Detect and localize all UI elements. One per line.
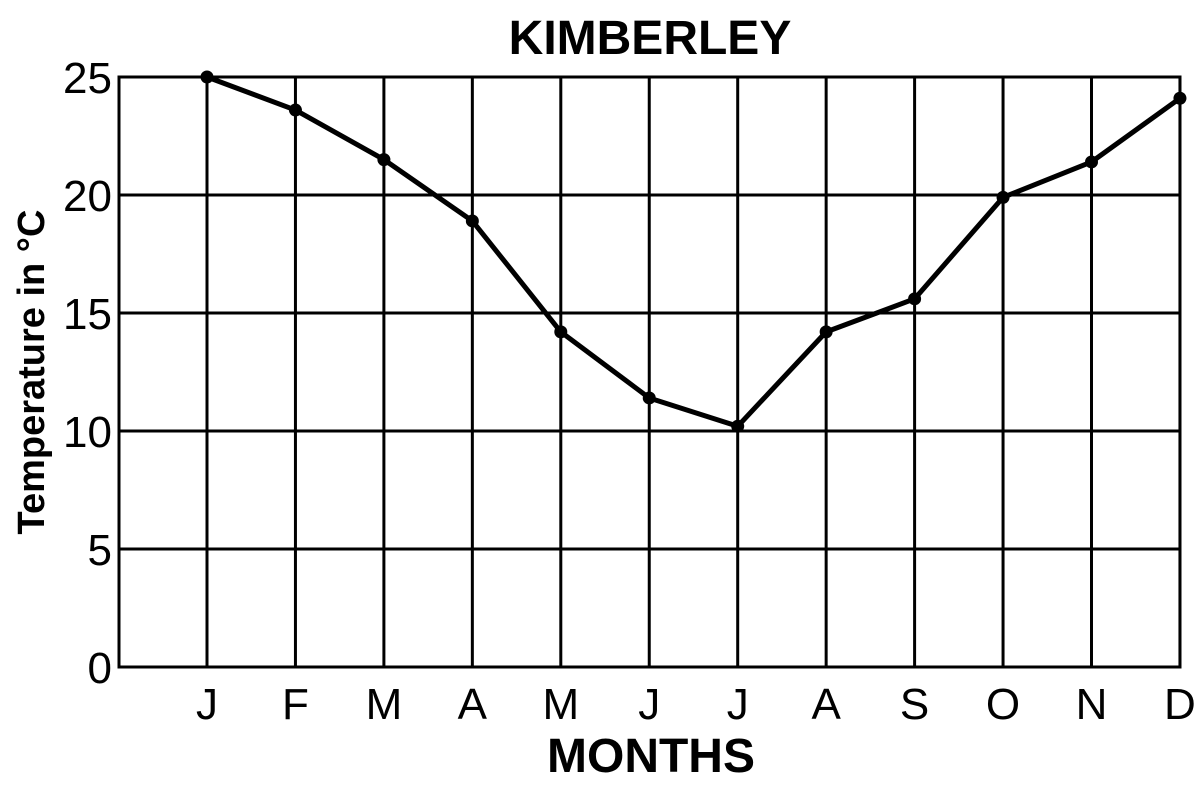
x-tick-label: M xyxy=(366,680,403,729)
x-tick-label: F xyxy=(282,680,309,729)
data-point xyxy=(554,325,568,339)
x-tick-label: J xyxy=(638,680,660,729)
x-tick-label: J xyxy=(196,680,218,729)
data-points xyxy=(200,70,1187,433)
x-tick-label: A xyxy=(458,680,488,729)
data-point xyxy=(642,391,656,405)
data-point xyxy=(731,419,745,433)
x-tick-label: J xyxy=(727,680,749,729)
plot-frame xyxy=(117,75,1182,669)
data-point xyxy=(200,70,214,84)
y-tick-label: 20 xyxy=(63,172,112,221)
data-point xyxy=(996,190,1010,204)
x-tick-label: S xyxy=(900,680,929,729)
y-axis-ticks: 0 5 10 15 20 25 xyxy=(63,54,112,693)
data-point xyxy=(1173,91,1187,105)
data-point xyxy=(377,153,391,167)
x-axis-label: MONTHS xyxy=(547,730,755,783)
y-tick-label: 25 xyxy=(63,54,112,103)
series-line xyxy=(204,74,1183,429)
y-tick-label: 0 xyxy=(88,644,112,693)
data-point xyxy=(465,214,479,228)
y-tick-label: 10 xyxy=(63,408,112,457)
y-tick-label: 5 xyxy=(88,526,112,575)
chart-title: KIMBERLEY xyxy=(509,12,792,65)
x-tick-label: O xyxy=(986,680,1020,729)
y-tick-label: 15 xyxy=(63,290,112,339)
data-point xyxy=(908,292,922,306)
x-tick-label: M xyxy=(542,680,579,729)
x-tick-label: D xyxy=(1164,680,1196,729)
grid xyxy=(119,75,1182,669)
data-point xyxy=(288,103,302,117)
x-tick-label: N xyxy=(1076,680,1108,729)
x-tick-label: A xyxy=(811,680,841,729)
y-axis-label: Temperature in °C xyxy=(11,210,53,535)
data-point xyxy=(819,325,833,339)
data-point xyxy=(1085,155,1098,169)
